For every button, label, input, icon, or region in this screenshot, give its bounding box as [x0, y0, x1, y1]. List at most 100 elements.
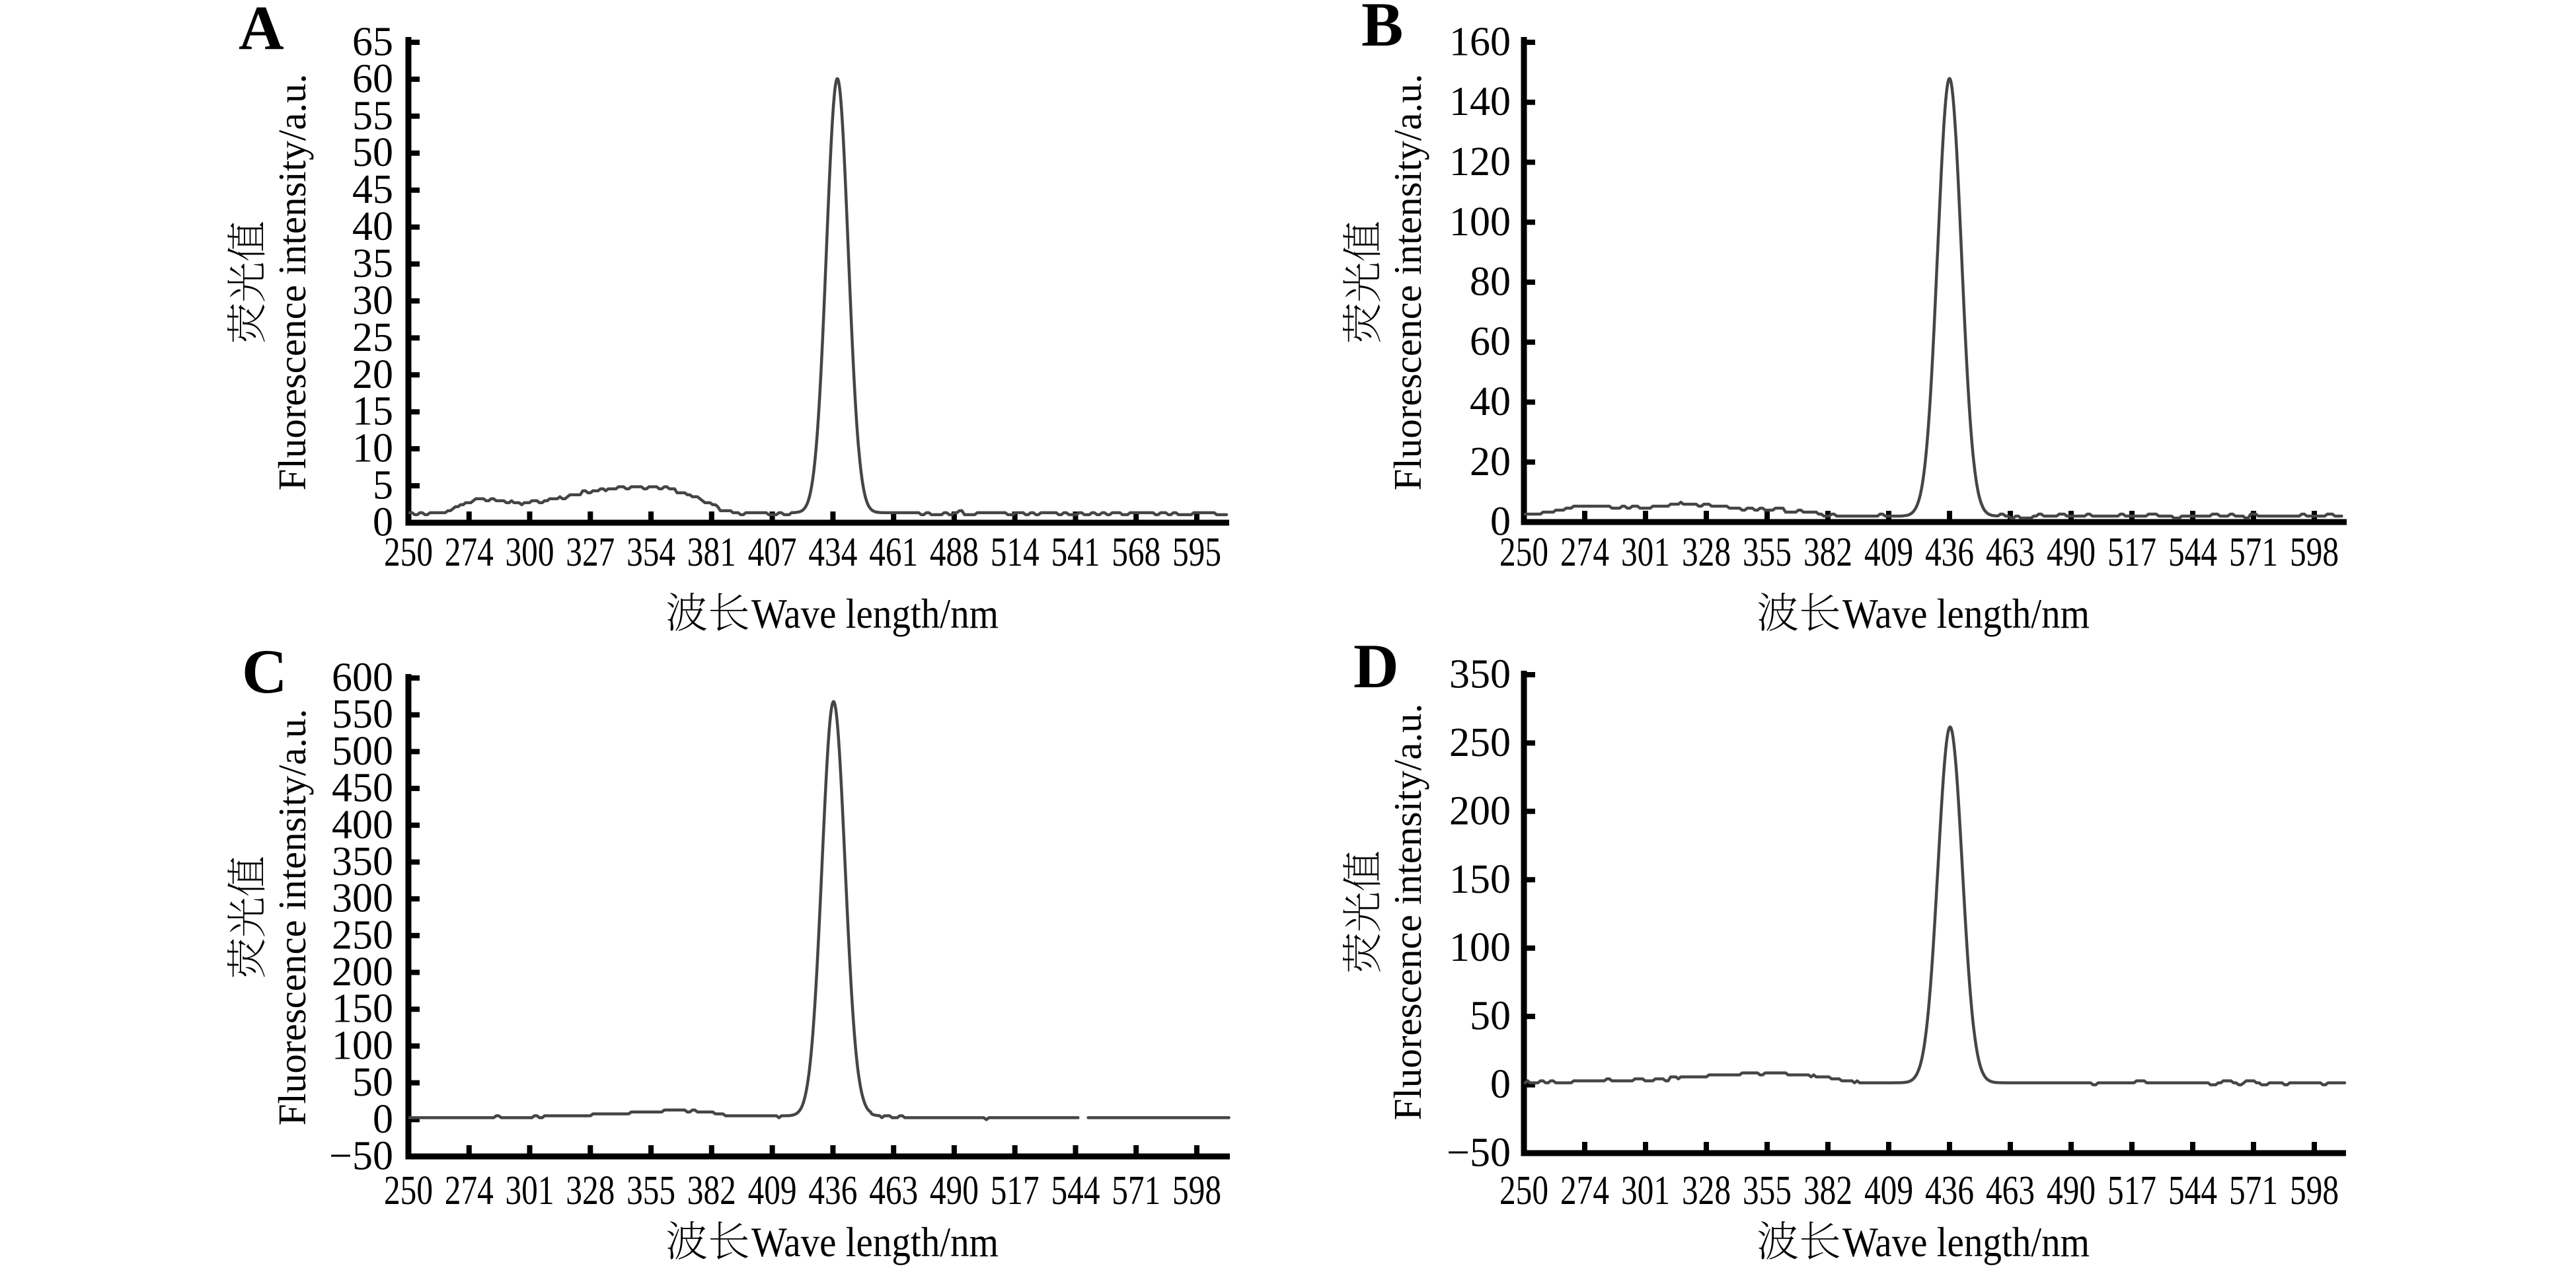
svg-text:328: 328	[1682, 530, 1731, 575]
svg-text:350: 350	[332, 839, 393, 884]
svg-text:409: 409	[748, 1168, 797, 1213]
svg-text:463: 463	[1986, 1168, 2035, 1213]
svg-text:100: 100	[1449, 925, 1511, 970]
svg-text:65: 65	[352, 20, 393, 65]
svg-text:274: 274	[1560, 530, 1609, 575]
svg-text:381: 381	[687, 530, 736, 575]
svg-text:327: 327	[566, 530, 615, 575]
svg-text:250: 250	[1499, 1168, 1548, 1213]
svg-text:434: 434	[808, 530, 857, 575]
svg-text:40: 40	[352, 204, 393, 249]
svg-text:140: 140	[1449, 79, 1511, 124]
svg-text:10: 10	[352, 426, 393, 471]
svg-text:571: 571	[2229, 530, 2278, 575]
svg-text:0: 0	[1490, 500, 1511, 545]
svg-text:Wave length/nm: Wave length/nm	[751, 1219, 999, 1265]
svg-text:250: 250	[384, 1168, 433, 1213]
svg-text:−50: −50	[329, 1134, 393, 1179]
svg-text:Fluorescence intensity/a.u.: Fluorescence intensity/a.u.	[1386, 704, 1429, 1121]
svg-text:450: 450	[332, 766, 393, 811]
svg-text:D: D	[1353, 631, 1399, 701]
svg-text:100: 100	[332, 1023, 393, 1068]
svg-text:−50: −50	[1447, 1131, 1511, 1176]
svg-text:Wave length/nm: Wave length/nm	[751, 591, 999, 637]
svg-text:40: 40	[1470, 379, 1511, 424]
svg-text:120: 120	[1449, 139, 1511, 184]
svg-text:382: 382	[687, 1168, 736, 1213]
svg-text:595: 595	[1172, 530, 1221, 575]
svg-text:A: A	[239, 0, 284, 63]
svg-text:544: 544	[2168, 1168, 2217, 1213]
svg-text:0: 0	[1490, 1062, 1511, 1107]
svg-text:274: 274	[445, 530, 494, 575]
svg-text:50: 50	[1470, 994, 1511, 1039]
svg-text:160: 160	[1449, 20, 1511, 65]
svg-text:544: 544	[1051, 1168, 1100, 1213]
svg-text:80: 80	[1470, 260, 1511, 305]
svg-text:463: 463	[1986, 530, 2035, 575]
svg-text:409: 409	[1864, 1168, 1913, 1213]
svg-text:35: 35	[352, 241, 393, 286]
svg-text:301: 301	[1621, 530, 1670, 575]
svg-text:328: 328	[566, 1168, 615, 1213]
svg-text:274: 274	[1560, 1168, 1609, 1213]
svg-text:25: 25	[352, 315, 393, 360]
svg-text:C: C	[242, 636, 287, 706]
svg-text:490: 490	[2047, 1168, 2096, 1213]
svg-text:354: 354	[626, 530, 675, 575]
svg-text:200: 200	[332, 950, 393, 995]
svg-text:30: 30	[352, 278, 393, 323]
svg-text:274: 274	[445, 1168, 494, 1213]
svg-text:568: 568	[1112, 530, 1160, 575]
svg-text:Fluorescence intensity/a.u.: Fluorescence intensity/a.u.	[270, 74, 314, 491]
svg-text:200: 200	[1449, 788, 1511, 833]
svg-text:301: 301	[506, 1168, 554, 1213]
svg-text:250: 250	[332, 913, 393, 958]
svg-text:598: 598	[2290, 1168, 2339, 1213]
svg-text:100: 100	[1449, 200, 1511, 245]
svg-text:544: 544	[2168, 530, 2217, 575]
svg-text:250: 250	[384, 530, 433, 575]
svg-text:500: 500	[332, 729, 393, 774]
svg-text:0: 0	[373, 500, 393, 545]
svg-text:598: 598	[1172, 1168, 1221, 1213]
svg-text:463: 463	[869, 1168, 918, 1213]
svg-text:400: 400	[332, 802, 393, 847]
svg-text:600: 600	[332, 656, 393, 700]
svg-text:50: 50	[352, 1060, 393, 1105]
svg-text:300: 300	[332, 876, 393, 921]
svg-text:150: 150	[1449, 857, 1511, 902]
svg-text:407: 407	[748, 530, 797, 575]
svg-text:20: 20	[1470, 439, 1511, 484]
svg-text:150: 150	[332, 987, 393, 1032]
svg-text:250: 250	[1499, 530, 1548, 575]
svg-text:382: 382	[1803, 530, 1852, 575]
svg-text:300: 300	[506, 530, 554, 575]
svg-text:598: 598	[2290, 530, 2339, 575]
svg-text:409: 409	[1864, 530, 1913, 575]
svg-text:436: 436	[1925, 1168, 1974, 1213]
svg-text:517: 517	[2107, 530, 2156, 575]
svg-text:350: 350	[1449, 652, 1511, 697]
svg-text:5: 5	[373, 463, 393, 508]
svg-text:541: 541	[1051, 530, 1100, 575]
svg-text:436: 436	[808, 1168, 857, 1213]
svg-text:490: 490	[2047, 530, 2096, 575]
svg-text:B: B	[1361, 0, 1403, 59]
svg-text:Fluorescence intensity/a.u.: Fluorescence intensity/a.u.	[270, 709, 314, 1126]
svg-text:60: 60	[352, 56, 393, 101]
svg-text:490: 490	[930, 1168, 979, 1213]
svg-text:436: 436	[1925, 530, 1974, 575]
svg-text:571: 571	[2229, 1168, 2278, 1213]
svg-text:514: 514	[991, 530, 1040, 575]
svg-text:Wave length/nm: Wave length/nm	[1842, 1219, 2090, 1265]
svg-text:355: 355	[1743, 530, 1792, 575]
svg-text:328: 328	[1682, 1168, 1731, 1213]
svg-text:55: 55	[352, 93, 393, 138]
svg-text:0: 0	[373, 1097, 393, 1142]
svg-text:550: 550	[332, 692, 393, 737]
svg-text:60: 60	[1470, 319, 1511, 364]
svg-text:20: 20	[352, 352, 393, 397]
svg-text:488: 488	[930, 530, 979, 575]
svg-text:355: 355	[1743, 1168, 1792, 1213]
